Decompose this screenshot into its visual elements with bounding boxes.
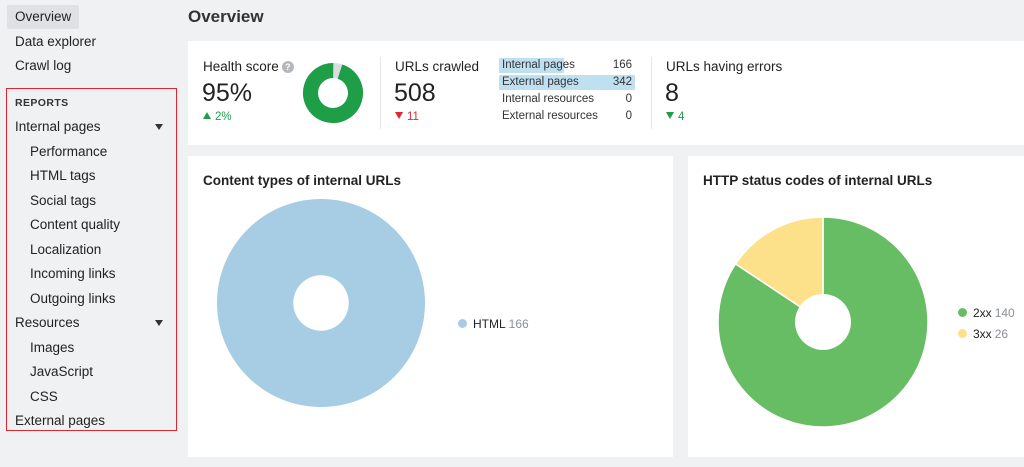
sidebar-item-performance[interactable]: Performance [30, 143, 108, 159]
sidebar-item-overview[interactable]: Overview [7, 5, 80, 29]
breakdown-row[interactable]: External pages 342 [499, 74, 635, 91]
urls-crawled-label: URLs crawled [395, 59, 480, 74]
health-score-delta: 2% [203, 111, 232, 123]
health-score-value: 95% [202, 79, 253, 107]
health-score-label: Health score? [203, 59, 294, 74]
legend-label: 2xx [973, 306, 992, 320]
sidebar-item-resources[interactable]: Resources [15, 313, 167, 333]
sidebar-top-nav: Overview Data explorer Crawl log [0, 0, 180, 79]
legend-count: 140 [994, 306, 1015, 320]
legend-item-2xx[interactable]: 2xx 140 [958, 306, 1015, 320]
breakdown-row[interactable]: Internal resources 0 [499, 91, 635, 108]
divider [380, 57, 381, 129]
reports-heading: REPORTS [15, 97, 69, 109]
sidebar-item-data-explorer[interactable]: Data explorer [15, 33, 97, 49]
urls-errors-delta: 4 [666, 111, 684, 123]
caret-down-icon [155, 320, 163, 326]
donut-hole [795, 294, 851, 350]
legend-item-html[interactable]: HTML 166 [458, 317, 529, 331]
sidebar-item-label: Resources [15, 315, 80, 330]
sidebar-item-internal-pages[interactable]: Internal pages [15, 117, 167, 137]
sidebar-item-localization[interactable]: Localization [30, 241, 102, 257]
health-score-label-text: Health score [203, 59, 279, 74]
health-score-ring [303, 63, 363, 123]
urls-errors-delta-text: 4 [678, 111, 685, 123]
breakdown-label: External resources [502, 110, 598, 122]
sidebar-item-javascript[interactable]: JavaScript [30, 364, 94, 379]
sidebar-item-incoming-links[interactable]: Incoming links [30, 266, 116, 281]
legend-label: 3xx [973, 327, 992, 341]
reports-section: REPORTS Internal pages Performance HTML … [6, 88, 177, 431]
http-status-card: HTTP status codes of internal URLs 2xx 14… [688, 156, 1024, 457]
health-ring-arc [303, 63, 363, 123]
breakdown-count: 342 [612, 76, 632, 88]
health-score-delta-text: 2% [215, 111, 232, 123]
breakdown-bar [499, 75, 635, 90]
chart-title: Content types of internal URLs [203, 173, 402, 188]
http-status-pie-chart [717, 216, 929, 428]
legend-label: HTML [473, 317, 506, 331]
sidebar-item-social-tags[interactable]: Social tags [30, 192, 97, 208]
breakdown-label: Internal resources [502, 93, 595, 105]
legend-dot [458, 319, 467, 328]
legend-count: 166 [508, 317, 529, 331]
urls-crawled-delta: 11 [395, 111, 419, 123]
sidebar-item-external-pages[interactable]: External pages [15, 413, 106, 428]
chart-title: HTTP status codes of internal URLs [703, 173, 933, 188]
urls-errors-value: 8 [665, 79, 679, 107]
arrow-up-icon [203, 112, 211, 119]
urls-crawled-delta-text: 11 [407, 111, 419, 123]
donut-hole [293, 275, 349, 331]
breakdown-row[interactable]: Internal pages 166 [499, 57, 635, 74]
legend-count: 26 [994, 327, 1009, 341]
sidebar-item-images[interactable]: Images [30, 339, 75, 355]
legend-item-3xx[interactable]: 3xx 26 [958, 327, 1008, 341]
arrow-down-icon [666, 112, 674, 119]
legend-dot [958, 308, 967, 317]
page-title: Overview [188, 7, 264, 26]
sidebar-item-content-quality[interactable]: Content quality [30, 217, 121, 232]
urls-breakdown: Internal pages 166 External pages 342 Intern… [499, 57, 635, 125]
legend-dot [958, 329, 967, 338]
pie-slice-3xx[interactable] [734, 216, 824, 324]
breakdown-count: 0 [625, 110, 632, 122]
content-types-pie-chart [217, 199, 425, 407]
sidebar-item-html-tags[interactable]: HTML tags [30, 168, 96, 183]
arrow-down-icon [395, 112, 403, 119]
breakdown-count: 166 [612, 59, 632, 71]
caret-down-icon [155, 124, 163, 130]
stats-card: Health score? 95% 2% URLs crawled 508 11… [188, 41, 1024, 145]
breakdown-label: External pages [502, 76, 579, 88]
sidebar-item-label: Internal pages [15, 119, 101, 134]
sidebar-item-css[interactable]: CSS [30, 388, 58, 404]
sidebar-item-crawl-log[interactable]: Crawl log [15, 58, 72, 73]
urls-crawled-value: 508 [394, 79, 436, 107]
sidebar: Overview Data explorer Crawl log REPORTS… [0, 0, 180, 467]
urls-errors-label: URLs having errors [666, 59, 783, 74]
help-icon[interactable]: ? [281, 61, 294, 73]
sidebar-item-outgoing-links[interactable]: Outgoing links [30, 290, 116, 306]
breakdown-count: 0 [625, 93, 632, 105]
breakdown-row[interactable]: External resources 0 [499, 108, 635, 125]
divider [651, 57, 652, 129]
breakdown-label: Internal pages [502, 59, 575, 71]
content-types-card: Content types of internal URLs HTML 166 [188, 156, 673, 457]
breakdown-bar [499, 58, 565, 73]
